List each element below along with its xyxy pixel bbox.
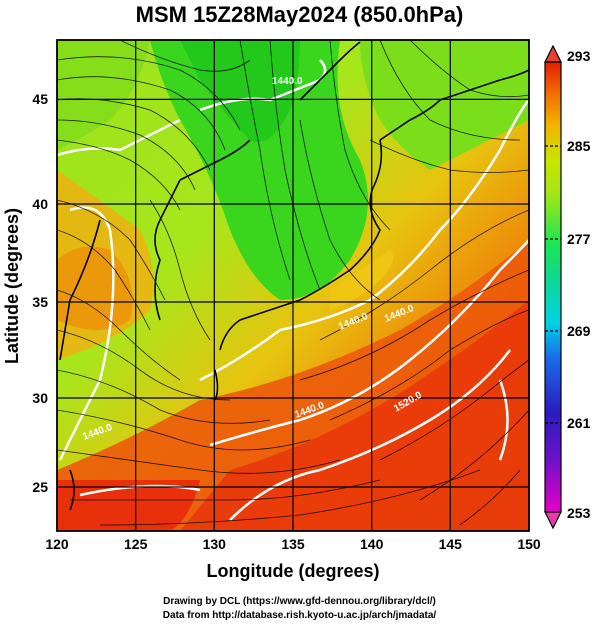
- y-tick-label: 30: [32, 390, 48, 406]
- colorbar-tick-label: 277: [567, 231, 591, 247]
- credit-data-source: Data from http://database.rish.kyoto-u.a…: [162, 610, 437, 621]
- colorbar-tick-label: 269: [567, 323, 591, 339]
- colorbar-tick-label: 261: [567, 415, 591, 431]
- x-tick-label: 145: [439, 536, 463, 552]
- colorbar-max-arrow: [544, 44, 562, 63]
- y-tick-label: 45: [32, 91, 48, 107]
- x-tick-label: 150: [517, 536, 541, 552]
- x-axis-label: Longitude (degrees): [206, 561, 379, 581]
- contour-label: 1440.0: [272, 76, 303, 87]
- y-tick-label: 40: [32, 196, 48, 212]
- grid: [57, 40, 529, 531]
- y-axis-label: Latitude (degrees): [2, 208, 22, 364]
- chart-title: MSM 15Z28May2024 (850.0hPa): [135, 2, 464, 27]
- x-tick-label: 140: [360, 536, 384, 552]
- colorbar-tick-label: 285: [567, 138, 591, 154]
- colorbar-tick-label: 293: [567, 48, 591, 64]
- x-tick-label: 125: [124, 536, 148, 552]
- x-tick-marks: [56, 524, 530, 531]
- y-tick-label: 35: [32, 294, 48, 310]
- credit-dcl: Drawing by DCL (https://www.gfd-dennou.o…: [163, 596, 436, 607]
- y-tick-label: 25: [32, 479, 48, 495]
- x-tick-label: 120: [45, 536, 69, 552]
- colorbar-tick-label: 253: [567, 505, 591, 521]
- colorbar-min-arrow: [544, 511, 562, 530]
- x-tick-label: 130: [203, 536, 227, 552]
- x-tick-label: 135: [281, 536, 305, 552]
- colorbar: [544, 44, 562, 530]
